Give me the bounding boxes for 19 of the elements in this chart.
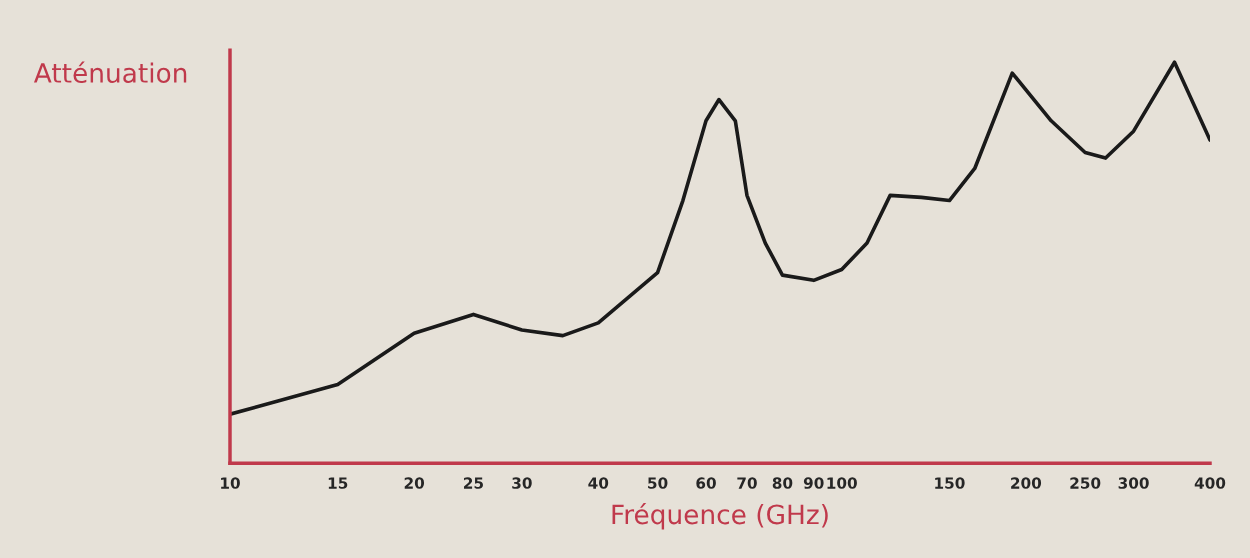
x-tick-label: 150 <box>935 477 965 489</box>
x-tick-label: 200 <box>1011 477 1042 489</box>
x-tick-label: 300 <box>1118 477 1149 489</box>
x-tick-label: 60 <box>696 477 716 489</box>
x-tick-label: 15 <box>328 477 348 489</box>
x-tick-label: 30 <box>512 477 532 489</box>
x-tick-label: 80 <box>772 477 793 489</box>
x-tick-label: 10 <box>221 477 240 489</box>
x-tick-label: 70 <box>737 477 757 489</box>
x-tick-label: 20 <box>404 477 425 489</box>
x-tick-label: 90 <box>803 477 824 489</box>
x-tick-label: 50 <box>648 477 668 489</box>
x-tick-label: 25 <box>464 477 483 489</box>
x-tick-label: 400 <box>1194 477 1226 489</box>
x-axis-title: Fréquence (GHz) <box>612 502 828 530</box>
x-tick-label: 250 <box>1070 477 1101 489</box>
x-tick-label: 40 <box>588 477 609 489</box>
x-tick-label: 100 <box>827 477 857 489</box>
y-axis-title: Atténuation <box>33 61 187 83</box>
